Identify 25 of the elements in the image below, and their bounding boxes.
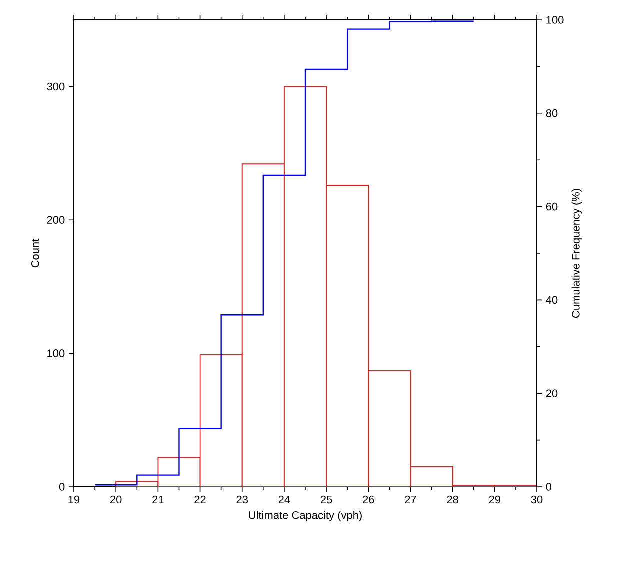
y-tick-label: 200 [47, 216, 65, 224]
x-tick-label: 19 [68, 496, 80, 504]
y-tick-label: 0 [59, 483, 65, 491]
y2-tick-label: 20 [546, 390, 558, 398]
y2-tick-label: 40 [546, 296, 558, 304]
y-axis-title: Count [31, 238, 40, 268]
x-tick-label: 27 [405, 496, 416, 504]
x-axis-title: Ultimate Capacity (vph) [249, 511, 362, 522]
y2-axis-title: Cumulative Frequency (%) [572, 189, 582, 318]
x-tick-label: 23 [236, 496, 248, 504]
x-tick-label: 21 [152, 496, 164, 504]
y-tick-label: 300 [47, 82, 65, 91]
y2-tick-label: 60 [546, 202, 558, 211]
y2-tick-label: 100 [546, 16, 564, 24]
x-tick-label: 22 [194, 496, 206, 504]
x-tick-label: 29 [489, 496, 501, 504]
y2-tick-label: 80 [546, 110, 558, 118]
x-tick-label: 25 [320, 496, 332, 504]
x-tick-label: 26 [363, 496, 374, 504]
x-tick-label: 28 [447, 496, 458, 504]
x-tick-label: 24 [278, 496, 290, 504]
y2-tick-label: 0 [546, 483, 552, 491]
x-tick-label: 30 [531, 496, 543, 504]
x-tick-label: 20 [110, 496, 122, 504]
y-tick-label: 100 [48, 350, 65, 358]
